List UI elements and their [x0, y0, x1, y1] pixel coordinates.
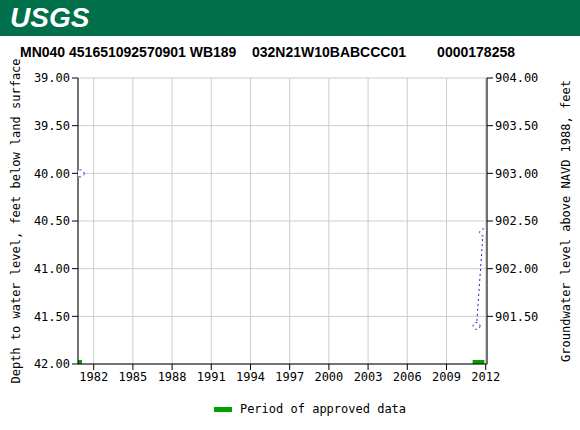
- svg-text:2009: 2009: [432, 370, 461, 384]
- svg-text:41.50: 41.50: [34, 310, 70, 324]
- svg-text:Depth to water level, feet bel: Depth to water level, feet below land su…: [9, 58, 23, 383]
- svg-text:1982: 1982: [79, 370, 108, 384]
- svg-text:1985: 1985: [118, 370, 147, 384]
- svg-text:39.50: 39.50: [34, 119, 70, 133]
- svg-text:2012: 2012: [471, 370, 500, 384]
- svg-text:1991: 1991: [197, 370, 226, 384]
- svg-text:903.00: 903.00: [495, 167, 538, 181]
- svg-text:1994: 1994: [236, 370, 265, 384]
- svg-text:1997: 1997: [275, 370, 304, 384]
- svg-text:904.00: 904.00: [495, 71, 538, 85]
- svg-text:40.50: 40.50: [34, 214, 70, 228]
- svg-text:902.00: 902.00: [495, 262, 538, 276]
- svg-text:39.00: 39.00: [34, 71, 70, 85]
- html-text:MN040 451651092570901 WB189 03: MN040 451651092570901 WB189 032N21W10BAB…: [20, 44, 515, 60]
- html-text:Period of approved data: Period of approved data: [239, 402, 407, 416]
- svg-text:40.00: 40.00: [34, 167, 70, 181]
- svg-text:2003: 2003: [354, 370, 383, 384]
- svg-text:42.00: 42.00: [34, 357, 70, 371]
- svg-text:2000: 2000: [314, 370, 343, 384]
- svg-text:902.50: 902.50: [495, 214, 538, 228]
- svg-text:2006: 2006: [393, 370, 422, 384]
- svg-text:903.50: 903.50: [495, 119, 538, 133]
- svg-text:901.50: 901.50: [495, 310, 538, 324]
- svg-text:1988: 1988: [158, 370, 187, 384]
- html-text:USGS: USGS: [10, 2, 90, 33]
- svg-text:41.00: 41.00: [34, 262, 70, 276]
- svg-text:Groundwater level above NAVD 1: Groundwater level above NAVD 1988, feet: [559, 80, 573, 362]
